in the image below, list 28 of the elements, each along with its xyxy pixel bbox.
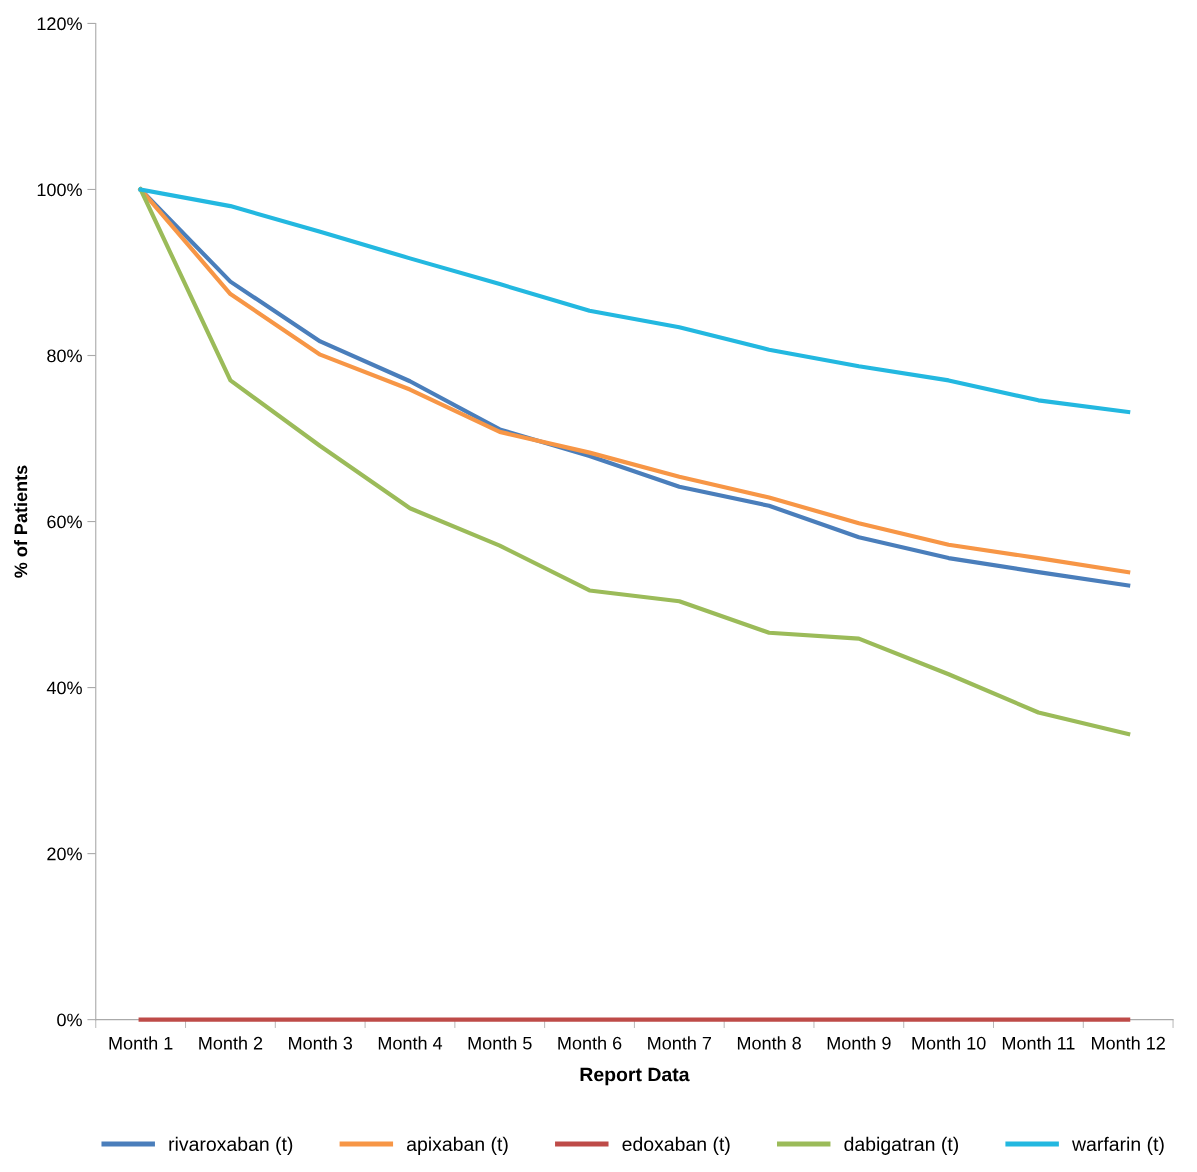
x-tick-label: Month 11 bbox=[1002, 1036, 1075, 1050]
y-tick-label: 60% bbox=[47, 515, 82, 529]
y-tick-label: 20% bbox=[47, 847, 82, 861]
x-axis-title: Report Data bbox=[580, 1067, 690, 1086]
y-tick-label: 0% bbox=[57, 1013, 82, 1027]
y-tick-label: 100% bbox=[37, 183, 82, 197]
x-tick-label: Month 9 bbox=[827, 1036, 891, 1050]
y-tick-label: 40% bbox=[46, 681, 82, 695]
y-tick-label: 80% bbox=[47, 349, 82, 363]
y-tick-label: 120% bbox=[37, 17, 82, 31]
x-tick-label: Month 12 bbox=[1092, 1036, 1165, 1050]
line-series bbox=[138, 187, 1131, 737]
x-tick-label: Month 6 bbox=[558, 1036, 622, 1050]
x-tick-label: Month 3 bbox=[289, 1036, 353, 1050]
legend-label: apixaban (t) bbox=[407, 1136, 508, 1155]
y-axis-title: % of Patients bbox=[14, 465, 28, 578]
line-series bbox=[138, 187, 1131, 415]
x-tick-label: Month 2 bbox=[199, 1036, 263, 1050]
x-tick-label: Month 4 bbox=[378, 1036, 443, 1050]
x-tick-label: Month 5 bbox=[468, 1036, 532, 1050]
legend-label: dabigatran (t) bbox=[844, 1136, 959, 1155]
legend-label: rivaroxaban (t) bbox=[169, 1136, 293, 1155]
x-tick-label: Month 10 bbox=[912, 1036, 986, 1050]
legend-label: warfarin (t) bbox=[1071, 1136, 1164, 1155]
legend-label: edoxaban (t) bbox=[622, 1136, 730, 1155]
x-tick-label: Month 1 bbox=[109, 1036, 173, 1050]
x-tick-label: Month 7 bbox=[648, 1036, 712, 1050]
x-tick-label: Month 8 bbox=[737, 1036, 801, 1050]
